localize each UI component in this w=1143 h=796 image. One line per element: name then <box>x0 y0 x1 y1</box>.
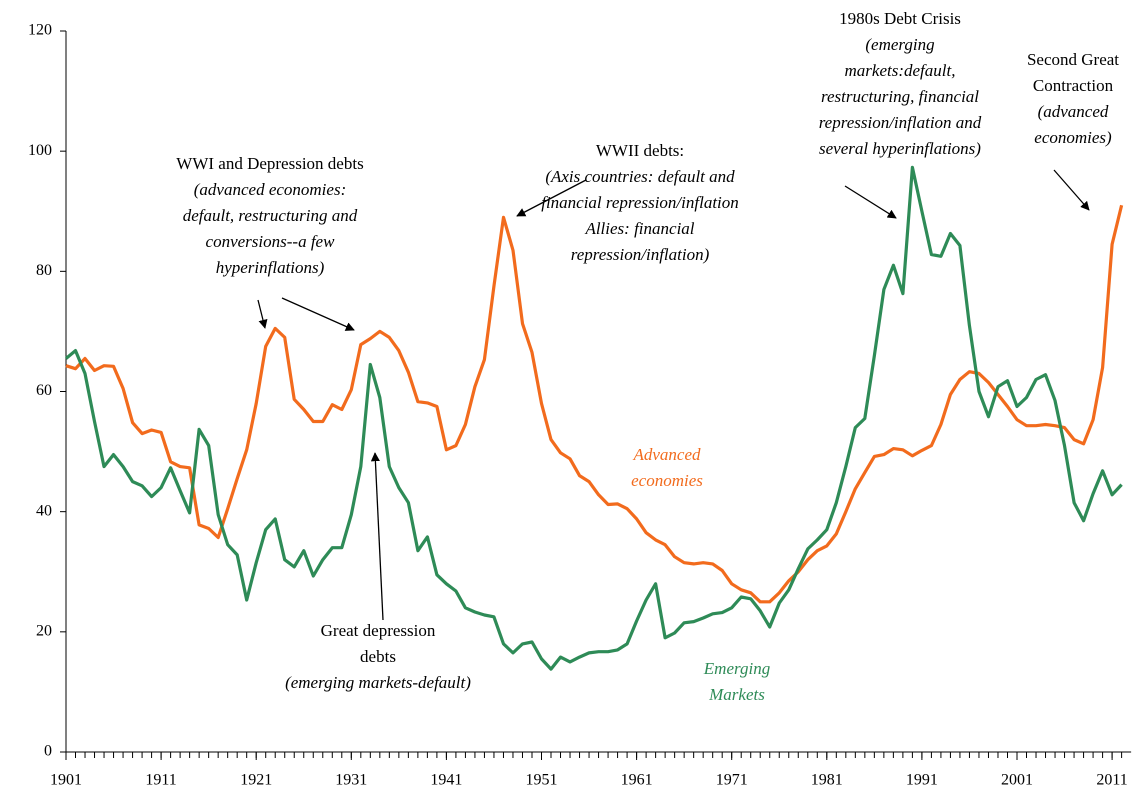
y-tick-label: 80 <box>36 262 52 279</box>
x-tick-label: 1951 <box>526 772 558 789</box>
annotation-line: conversions--a few <box>206 232 336 251</box>
y-tick-label: 120 <box>28 22 52 39</box>
annotation-line: (emerging markets-default) <box>285 673 471 692</box>
annotation-line: restructuring, financial <box>821 87 979 106</box>
annotation-line: (advanced economies: <box>194 180 346 199</box>
x-tick-label: 1941 <box>430 772 462 789</box>
y-tick-label: 0 <box>44 743 52 760</box>
annotation-line: markets:default, <box>845 61 956 80</box>
annotation-line: Second Great <box>1027 50 1119 69</box>
arrow <box>844 185 897 219</box>
annotation-line: Contraction <box>1033 76 1114 95</box>
x-tick-label: 1961 <box>621 772 653 789</box>
annotation-line: financial repression/inflation <box>541 193 739 212</box>
annotation-line: default, restructuring and <box>183 206 358 225</box>
arrow <box>257 299 268 329</box>
annotation-line: repression/inflation) <box>571 245 710 264</box>
x-tick-label: 1971 <box>716 772 748 789</box>
y-tick-label: 40 <box>36 502 52 519</box>
annotation-line: (Axis countries: default and <box>545 167 735 186</box>
arrow <box>281 297 355 331</box>
annotation-line: 1980s Debt Crisis <box>839 9 961 28</box>
x-tick-label: 1981 <box>811 772 843 789</box>
y-tick-label: 60 <box>36 382 52 399</box>
annotation-line: WWII debts: <box>596 141 684 160</box>
annotation-line: hyperinflations) <box>216 258 325 277</box>
annotation-line: Great depression <box>321 621 436 640</box>
x-tick-label: 1901 <box>50 772 82 789</box>
annotation-line: WWI and Depression debts <box>176 154 363 173</box>
x-tick-label: 1991 <box>906 772 938 789</box>
y-tick-label: 20 <box>36 623 52 640</box>
x-tick-label: 2011 <box>1096 772 1127 789</box>
annotation-line: (emerging <box>865 35 934 54</box>
annotation-line: economies) <box>1034 128 1112 147</box>
series-line <box>65 204 1124 604</box>
arrow <box>370 452 384 621</box>
annotation-line: (advanced <box>1038 102 1109 121</box>
x-tick-label: 2001 <box>1001 772 1033 789</box>
series-label: Emerging Markets <box>703 659 771 704</box>
x-tick-label: 1921 <box>240 772 272 789</box>
arrow <box>516 179 587 217</box>
series-label: Advanced economies <box>631 445 703 490</box>
arrows <box>257 169 1090 621</box>
x-tick-label: 1911 <box>145 772 176 789</box>
annotation-line: several hyperinflations) <box>819 139 981 158</box>
annotation-line: Allies: financial <box>584 219 694 238</box>
arrow <box>1053 169 1090 211</box>
series-line <box>64 165 1123 671</box>
annotation-line: debts <box>360 647 396 666</box>
annotation-line: repression/inflation and <box>819 113 982 132</box>
x-tick-label: 1931 <box>335 772 367 789</box>
y-tick-label: 100 <box>28 142 52 159</box>
